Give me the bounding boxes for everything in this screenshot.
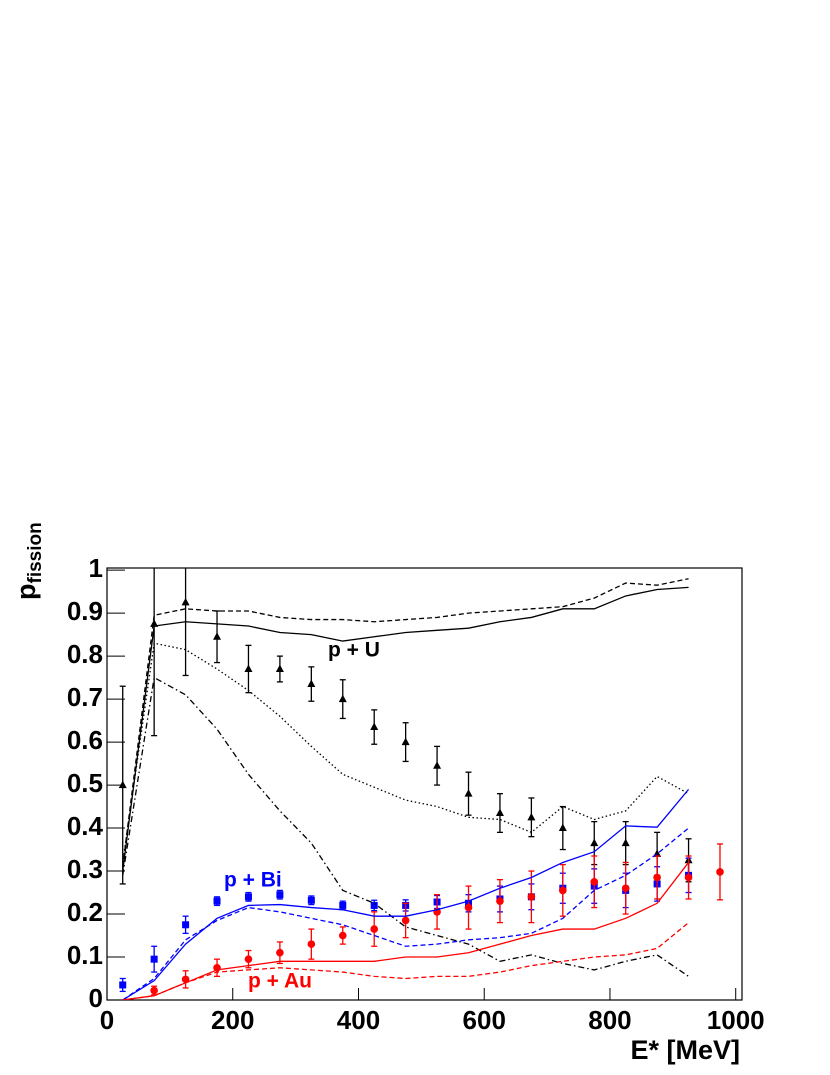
marker [338,931,347,940]
marker [213,632,222,640]
marker [150,619,159,627]
marker [370,901,378,909]
curve [122,922,689,1000]
marker [716,868,724,876]
annotation: p + U [328,639,380,662]
marker [244,664,253,673]
marker [275,664,284,673]
y-tick-label: 1 [89,553,103,583]
marker [495,808,504,817]
marker [150,955,158,963]
x-tick-label: 1000 [707,1005,765,1035]
marker [464,789,473,797]
plot-frame [106,567,743,1001]
marker [150,986,158,995]
marker [276,948,284,957]
marker [653,873,661,882]
curve [122,788,690,1000]
y-tick-label: 0 [89,983,103,1013]
y-tick-label: 0.7 [67,682,103,712]
marker [182,921,190,929]
marker [307,940,316,948]
marker [213,897,221,905]
marker [181,975,190,984]
annotation: p + Bi [224,869,282,892]
marker [339,901,347,909]
y-axis-label-sub: fission [25,522,46,583]
marker [370,722,379,731]
curve [122,676,689,977]
x-tick-label: 400 [337,1005,380,1035]
x-tick-label: 800 [588,1005,631,1035]
marker [244,955,253,963]
marker [621,838,630,847]
marker [181,597,190,606]
plot-area [118,568,724,1000]
x-tick-label: 600 [463,1005,506,1035]
curve [122,578,689,867]
y-tick-label: 0.6 [67,725,103,755]
marker [590,838,599,847]
marker [401,737,410,746]
x-tick-label: 200 [211,1005,254,1035]
y-tick-label: 0.9 [67,596,103,626]
y-tick-label: 0.8 [67,639,103,669]
marker [527,812,536,821]
marker [590,877,599,886]
marker [244,893,252,901]
marker [307,679,316,688]
y-tick-label: 0.1 [67,940,103,970]
marker [276,891,284,899]
curve [122,642,689,863]
marker [119,981,127,989]
y-axis-label: pfission [11,522,46,600]
marker [401,916,410,925]
curve [122,827,689,1000]
marker [307,896,315,904]
y-axis-label-main: p [11,584,41,601]
y-tick-label: 0.2 [67,897,103,927]
marker [118,780,127,789]
marker [684,873,693,882]
y-tick-label: 0.5 [67,768,103,798]
marker [621,884,630,893]
marker [370,925,379,933]
x-axis-label: E* [MeV] [630,1035,740,1065]
marker [527,893,536,901]
marker [559,886,567,895]
curve [122,862,690,1000]
marker [558,823,567,832]
marker [496,897,504,905]
marker [433,761,442,769]
marker [338,694,347,703]
y-tick-label: 0.3 [67,854,103,884]
marker [464,903,473,912]
annotation: p + Au [248,970,312,993]
x-tick-label: 0 [100,1005,114,1035]
curve [122,586,689,872]
y-tick-label: 0.4 [67,811,104,841]
